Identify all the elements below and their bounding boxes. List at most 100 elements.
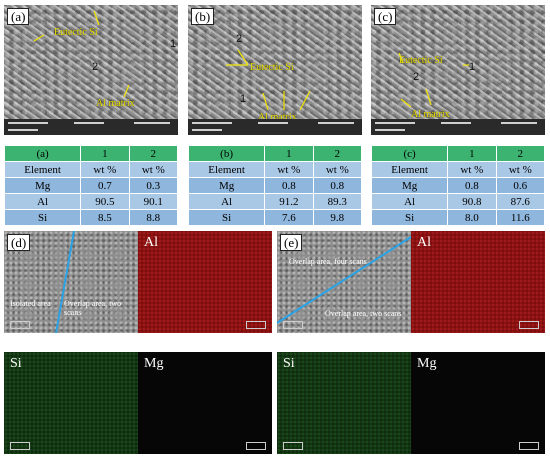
table-cell: Element bbox=[3, 161, 82, 178]
scale-bar bbox=[519, 321, 539, 329]
point-2-a: 2 bbox=[92, 61, 99, 73]
panel-label-c: (c) bbox=[374, 8, 397, 25]
table-cell: 0.8 bbox=[264, 177, 314, 194]
element-label-mg-e: Mg bbox=[417, 356, 437, 371]
table-cell: 0.7 bbox=[80, 177, 130, 194]
al-matrix-label-b: Al matrix bbox=[258, 112, 297, 123]
al-matrix-label-a: Al matrix bbox=[96, 98, 135, 109]
table-cell: 87.6 bbox=[495, 193, 546, 210]
eds-map-al-d: Al bbox=[138, 231, 272, 333]
sem-info-bar-a bbox=[4, 119, 178, 135]
table-cell: Element bbox=[187, 161, 266, 178]
table-cell: Mg bbox=[3, 177, 82, 194]
table-header-cell: 1 bbox=[264, 145, 314, 162]
eutectic-si-label-c: Eutectic Si bbox=[399, 55, 443, 66]
table-header-cell: (a) bbox=[3, 145, 82, 162]
table-header-cell: 2 bbox=[495, 145, 546, 162]
table-cell: wt % bbox=[495, 161, 546, 178]
scan-boundary-line-e bbox=[277, 236, 411, 324]
sem-info-bar-c bbox=[371, 119, 545, 135]
table-header-cell: 2 bbox=[128, 145, 179, 162]
table-cell: Mg bbox=[370, 177, 449, 194]
sem-map-d: (d) Isolated area Overlap area, two scan… bbox=[4, 231, 138, 333]
overlap-four-scans-label: Overlap area, four scans bbox=[289, 257, 367, 266]
overlap-two-scans-label-e: Overlap area, two scans bbox=[325, 309, 402, 318]
sem-info-bar-b bbox=[188, 119, 362, 135]
element-label-al-d: Al bbox=[144, 235, 158, 250]
table-cell: Al bbox=[370, 193, 449, 210]
table-cell: 90.5 bbox=[80, 193, 130, 210]
point-2-c: 2 bbox=[413, 71, 420, 83]
eds-map-si-e: Si bbox=[277, 352, 411, 454]
sem-micrograph-a: (a) Eutectic Si Al matrix 1 2 bbox=[4, 5, 178, 135]
table-header-cell: (c) bbox=[370, 145, 449, 162]
table-cell: Al bbox=[187, 193, 266, 210]
element-label-si-d: Si bbox=[10, 356, 22, 371]
al-matrix-label-c: Al matrix bbox=[411, 109, 450, 120]
table-header-cell: 1 bbox=[447, 145, 497, 162]
panel-label-d: (d) bbox=[7, 234, 31, 251]
composition-table-a: (a) 1 2 Element wt % wt % Mg 0.7 0.3 Al 90.5 90.… bbox=[3, 145, 179, 226]
overlap-two-scans-label-d: Overlap area, two scans bbox=[64, 299, 122, 317]
scale-bar bbox=[283, 321, 303, 329]
table-cell: 11.6 bbox=[495, 209, 546, 226]
scan-boundary-line-d bbox=[55, 231, 75, 333]
eds-map-mg-d: Mg bbox=[138, 352, 272, 454]
table-cell: 8.5 bbox=[80, 209, 130, 226]
composition-table-c: (c) 1 2 Element wt % wt % Mg 0.8 0.6 Al 90.8 87.… bbox=[370, 145, 546, 226]
table-cell: 89.3 bbox=[312, 193, 363, 210]
scale-bar bbox=[246, 321, 266, 329]
table-cell: Si bbox=[3, 209, 82, 226]
table-cell: 0.6 bbox=[495, 177, 546, 194]
eds-map-si-d: Si bbox=[4, 352, 138, 454]
table-cell: wt % bbox=[128, 161, 179, 178]
sem-micrograph-b: (b) Eutectic Si Al matrix 2 1 bbox=[188, 5, 362, 135]
table-cell: 90.8 bbox=[447, 193, 497, 210]
table-header-cell: 2 bbox=[312, 145, 363, 162]
panel-label-a: (a) bbox=[7, 8, 30, 25]
element-label-al-e: Al bbox=[417, 235, 431, 250]
table-header-cell: (b) bbox=[187, 145, 266, 162]
table-cell: Al bbox=[3, 193, 82, 210]
element-label-mg-d: Mg bbox=[144, 356, 164, 371]
point-1-a: 1 bbox=[170, 38, 177, 50]
scale-bar bbox=[10, 442, 30, 450]
table-cell: 91.2 bbox=[264, 193, 314, 210]
eutectic-si-label-a: Eutectic Si bbox=[54, 27, 98, 38]
table-cell: 8.0 bbox=[447, 209, 497, 226]
eds-map-al-e: Al bbox=[411, 231, 545, 333]
isolated-area-label: Isolated area bbox=[10, 299, 51, 308]
table-cell: 9.8 bbox=[312, 209, 363, 226]
table-cell: Si bbox=[370, 209, 449, 226]
eutectic-si-label-b: Eutectic Si bbox=[250, 62, 294, 73]
scale-bar bbox=[519, 442, 539, 450]
sem-micrograph-c: (c) Eutectic Si Al matrix 2 1 bbox=[371, 5, 545, 135]
panel-label-b: (b) bbox=[191, 8, 215, 25]
table-cell: Si bbox=[187, 209, 266, 226]
point-2-b: 2 bbox=[236, 33, 243, 45]
arrows-c bbox=[398, 52, 469, 108]
eds-map-mg-e: Mg bbox=[411, 352, 545, 454]
table-cell: 0.8 bbox=[447, 177, 497, 194]
table-cell: 0.3 bbox=[128, 177, 179, 194]
table-cell: wt % bbox=[80, 161, 130, 178]
scale-bar bbox=[246, 442, 266, 450]
table-cell: Element bbox=[370, 161, 449, 178]
table-cell: 90.1 bbox=[128, 193, 179, 210]
arrows-b bbox=[226, 49, 311, 111]
point-1-b: 1 bbox=[240, 93, 247, 105]
sem-map-e: (e) Overlap area, four scans Overlap are… bbox=[277, 231, 411, 333]
point-1-c: 1 bbox=[469, 61, 476, 73]
panel-label-e: (e) bbox=[280, 234, 303, 251]
table-cell: wt % bbox=[312, 161, 363, 178]
table-cell: 8.8 bbox=[128, 209, 179, 226]
table-cell: wt % bbox=[447, 161, 497, 178]
element-label-si-e: Si bbox=[283, 356, 295, 371]
scale-bar bbox=[10, 321, 30, 329]
composition-table-b: (b) 1 2 Element wt % wt % Mg 0.8 0.8 Al 91.2 89.… bbox=[187, 145, 363, 226]
scale-bar bbox=[283, 442, 303, 450]
table-cell: 0.8 bbox=[312, 177, 363, 194]
table-cell: wt % bbox=[264, 161, 314, 178]
table-header-cell: 1 bbox=[80, 145, 130, 162]
arrows-a bbox=[33, 10, 130, 98]
